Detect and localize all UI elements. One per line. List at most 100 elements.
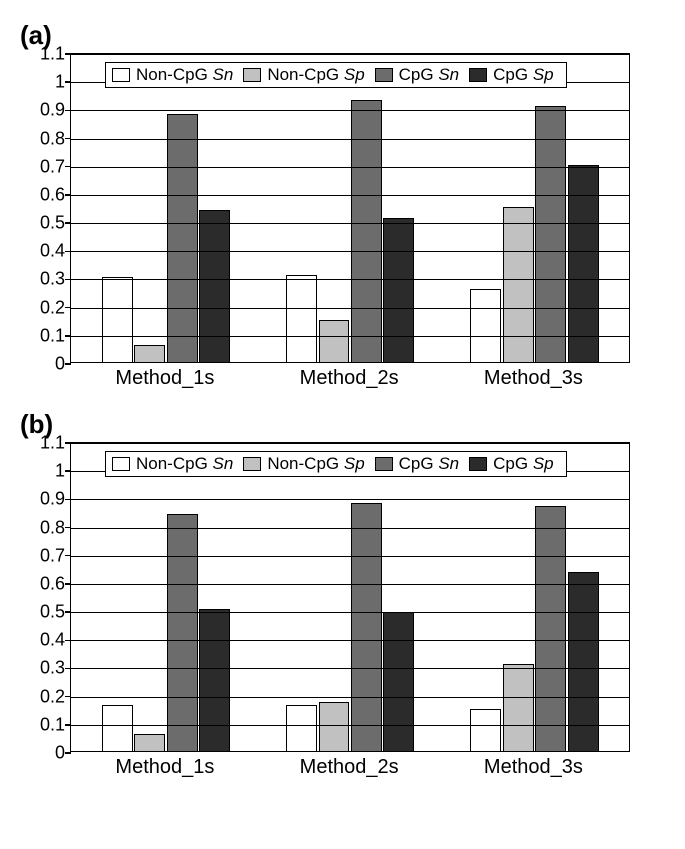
- bar-non_cpg_sp: [134, 734, 165, 751]
- y-tick-mark: [65, 307, 71, 309]
- x-axis-labels: Method_1s Method_2s Method_3s: [70, 363, 630, 389]
- legend-label-cpg_sn: CpG Sn: [399, 454, 459, 474]
- y-tick-mark: [65, 335, 71, 337]
- panel-label-a: (a): [20, 20, 655, 51]
- legend-swatch-non_cpg_sp: [243, 457, 261, 471]
- bar-non_cpg_sp: [319, 702, 350, 751]
- y-tick-mark: [65, 166, 71, 168]
- bar-non_cpg_sp: [134, 345, 165, 362]
- grid-line: [71, 499, 629, 500]
- grid-line: [71, 640, 629, 641]
- bar-non_cpg_sn: [102, 705, 133, 752]
- panel-label-b: (b): [20, 409, 655, 440]
- legend-label-non_cpg_sn: Non-CpG Sn: [136, 454, 233, 474]
- y-tick-mark: [65, 442, 71, 444]
- bar-non_cpg_sp: [503, 664, 534, 751]
- x-category-label: Method_2s: [300, 367, 399, 390]
- y-tick-mark: [65, 81, 71, 83]
- legend-label-non_cpg_sn: Non-CpG Sn: [136, 65, 233, 85]
- bar-non_cpg_sn: [286, 275, 317, 362]
- grid-line: [71, 223, 629, 224]
- x-category-label: Method_1s: [115, 367, 214, 390]
- grid-line: [71, 556, 629, 557]
- x-category-label: Method_3s: [484, 367, 583, 390]
- bar-non_cpg_sn: [470, 709, 501, 751]
- y-tick-mark: [65, 138, 71, 140]
- panel-b: (b) Non-CpG SnNon-CpG SpCpG SnCpG Sp 00.…: [20, 409, 655, 778]
- legend-swatch-non_cpg_sn: [112, 68, 130, 82]
- grid-line: [71, 668, 629, 669]
- grid-line: [71, 195, 629, 196]
- y-tick-mark: [65, 499, 71, 501]
- plot-area: Non-CpG SnNon-CpG SpCpG SnCpG Sp 00.10.2…: [70, 442, 630, 752]
- bar-cpg_sp: [199, 210, 230, 362]
- bar-cpg_sn: [351, 503, 382, 751]
- legend-swatch-cpg_sn: [375, 68, 393, 82]
- grid-line: [71, 584, 629, 585]
- y-tick-mark: [65, 110, 71, 112]
- y-tick-mark: [65, 194, 71, 196]
- grid-line: [71, 697, 629, 698]
- bar-cpg_sn: [167, 114, 198, 362]
- x-category-label: Method_2s: [300, 756, 399, 779]
- y-tick-mark: [65, 724, 71, 726]
- legend-label-cpg_sp: CpG Sp: [493, 65, 553, 85]
- grid-line: [71, 725, 629, 726]
- bars-layer: [71, 443, 629, 751]
- x-axis-labels: Method_1s Method_2s Method_3s: [70, 752, 630, 778]
- bar-cpg_sn: [535, 506, 566, 751]
- legend-label-cpg_sn: CpG Sn: [399, 65, 459, 85]
- y-tick-mark: [65, 279, 71, 281]
- grid-line: [71, 54, 629, 55]
- y-tick-mark: [65, 251, 71, 253]
- figure-root: (a) Non-CpG SnNon-CpG SpCpG SnCpG Sp 00.…: [0, 0, 685, 818]
- bar-non_cpg_sp: [503, 207, 534, 362]
- y-tick-mark: [65, 53, 71, 55]
- grid-line: [71, 336, 629, 337]
- grid-line: [71, 279, 629, 280]
- grid-line: [71, 528, 629, 529]
- legend-label-non_cpg_sp: Non-CpG Sp: [267, 65, 364, 85]
- y-tick-mark: [65, 696, 71, 698]
- y-tick-mark: [65, 640, 71, 642]
- bar-cpg_sn: [167, 514, 198, 751]
- grid-line: [71, 308, 629, 309]
- grid-line: [71, 110, 629, 111]
- grid-line: [71, 167, 629, 168]
- legend: Non-CpG Sn Non-CpG Sp CpG Sn CpG Sp: [105, 62, 567, 88]
- bar-non_cpg_sn: [286, 705, 317, 752]
- y-tick-mark: [65, 470, 71, 472]
- legend-swatch-cpg_sn: [375, 457, 393, 471]
- y-tick-mark: [65, 668, 71, 670]
- legend-label-non_cpg_sp: Non-CpG Sp: [267, 454, 364, 474]
- x-category-label: Method_1s: [115, 756, 214, 779]
- legend-swatch-non_cpg_sn: [112, 457, 130, 471]
- bar-cpg_sp: [383, 612, 414, 752]
- grid-line: [71, 251, 629, 252]
- bars-layer: [71, 54, 629, 362]
- y-tick-mark: [65, 222, 71, 224]
- grid-line: [71, 443, 629, 444]
- legend: Non-CpG Sn Non-CpG Sp CpG Sn CpG Sp: [105, 451, 567, 477]
- chart-a: Non-CpG SnNon-CpG SpCpG SnCpG Sp 00.10.2…: [70, 53, 655, 389]
- plot-area: Non-CpG SnNon-CpG SpCpG SnCpG Sp 00.10.2…: [70, 53, 630, 363]
- y-tick-mark: [65, 583, 71, 585]
- x-category-label: Method_3s: [484, 756, 583, 779]
- y-tick-mark: [65, 555, 71, 557]
- panel-a: (a) Non-CpG SnNon-CpG SpCpG SnCpG Sp 00.…: [20, 20, 655, 389]
- legend-swatch-cpg_sp: [469, 457, 487, 471]
- bar-cpg_sp: [383, 218, 414, 362]
- bar-non_cpg_sn: [102, 277, 133, 362]
- legend-label-cpg_sp: CpG Sp: [493, 454, 553, 474]
- grid-line: [71, 612, 629, 613]
- legend-swatch-cpg_sp: [469, 68, 487, 82]
- bar-non_cpg_sn: [470, 289, 501, 362]
- y-tick-mark: [65, 611, 71, 613]
- legend-swatch-non_cpg_sp: [243, 68, 261, 82]
- chart-b: Non-CpG SnNon-CpG SpCpG SnCpG Sp 00.10.2…: [70, 442, 655, 778]
- grid-line: [71, 139, 629, 140]
- y-tick-mark: [65, 527, 71, 529]
- bar-cpg_sp: [199, 609, 230, 751]
- bar-non_cpg_sp: [319, 320, 350, 362]
- bar-cpg_sn: [535, 106, 566, 362]
